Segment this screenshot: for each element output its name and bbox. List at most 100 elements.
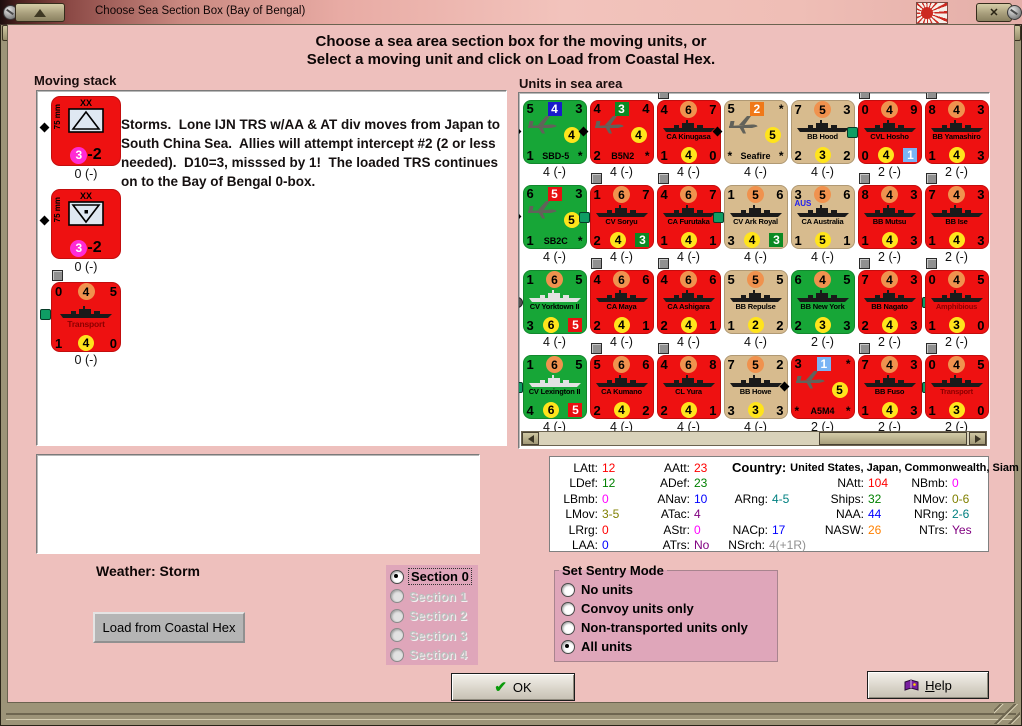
sea-area-unit-cell: 5 5 5 BB Repulse 1 2 2 4 (-) <box>722 268 789 353</box>
counter-top-row: 3 1 * <box>794 356 851 371</box>
stack-count-label: 0 (-) <box>74 167 98 181</box>
load-from-coastal-hex-button[interactable]: Load from Coastal Hex <box>93 612 245 643</box>
horizontal-scrollbar[interactable] <box>521 431 987 446</box>
value-badge-yellow-circle: 3 <box>948 402 965 418</box>
triangle-up-icon <box>34 8 46 17</box>
unit-counter-seafire[interactable]: 5 2 * 5 * Seafire * <box>712 100 788 164</box>
unit-size-label: XX <box>79 191 92 201</box>
value-badge-yellow-circle: 4 <box>881 232 898 248</box>
unit-counter-cv-ark-royal[interactable]: 1 5 6 CV Ark Royal 3 4 3 <box>712 185 788 249</box>
green-dot-left-marker <box>40 309 51 320</box>
unit-counter-ca-australia[interactable]: 3 5 6 AUS CA Australia 1 5 1 <box>790 185 855 249</box>
stack-count-label: 4 (-) <box>811 250 834 264</box>
gray-square-top-marker <box>590 173 602 184</box>
unit-name-label: BB Ise <box>945 217 968 226</box>
scroll-left-button[interactable] <box>522 432 539 445</box>
value-badge-yellow-circle: 4 <box>563 127 580 143</box>
diamond-left-marker <box>39 122 50 133</box>
unit-counter-bb-yamashiro[interactable]: 8 4 3 BB Yamashiro 1 4 3 <box>924 93 989 164</box>
unit-name-label: CA Kumano <box>601 387 642 396</box>
unit-counter-bb-new-york[interactable]: 6 4 5 BB New York 2 3 3 <box>790 270 855 334</box>
gray-square-top-marker <box>925 173 937 184</box>
value-badge-orange-circle: 6 <box>613 271 630 288</box>
sentry-radio-all-units[interactable]: All units <box>561 637 773 656</box>
stat-nsrch: NSrch: 4(+1R) <box>728 538 806 553</box>
unit-counter-sb2c[interactable]: 6 5 3 5 1 SB2C * <box>519 185 587 249</box>
radio-button-icon <box>561 639 575 654</box>
units-grid: 5 4 3 4 1 SBD-5 * 4 (-) 4 3 4 4 2 B5N2 * 4 (-) 4 6 7 CA Kin… <box>519 93 989 438</box>
unit-counter-transport[interactable]: 0 4 5 Transport 1 4 0 <box>40 270 121 352</box>
unit-counter-aa[interactable]: XX 75 mm 3 -2 <box>39 96 121 166</box>
value-badge-yellow-circle: 6 <box>543 317 560 333</box>
unit-counter-transport[interactable]: 0 4 5 Transport 1 3 0 <box>924 343 989 419</box>
value-badge-yellow-circle: 4 <box>78 335 94 351</box>
unit-counter-ca-furutaka[interactable]: 4 6 7 CA Furutaka 1 4 1 <box>656 173 721 249</box>
unit-counter-cv-soryu[interactable]: 1 6 7 CV Soryu 2 4 3 <box>578 173 654 249</box>
stack-count-label: 4 (-) <box>610 165 633 179</box>
unit-counter-sbd-5[interactable]: 5 4 3 4 1 SBD-5 * <box>519 100 587 164</box>
value-badge-yellow-circle: 4 <box>948 232 965 248</box>
unit-counter-ca-kumano[interactable]: 5 6 6 CA Kumano 2 4 2 <box>589 343 654 419</box>
unit-counter-at[interactable]: XX 75 mm 3 -2 <box>39 189 121 259</box>
unit-counter-b5n2[interactable]: 4 3 4 4 2 B5N2 * <box>578 100 654 164</box>
rollup-button[interactable] <box>15 3 65 22</box>
unit-counter-cl-yura[interactable]: 4 6 8 CL Yura 2 4 1 <box>656 343 721 419</box>
gray-square-top-marker <box>590 343 602 354</box>
title-bar[interactable]: Choose Sea Section Box (Bay of Bengal) <box>0 0 1022 25</box>
stat-aatt: AAtt: 23 <box>663 460 708 475</box>
unit-counter-bb-hood[interactable]: 7 5 3 BB Hood 2 3 2 <box>790 100 855 164</box>
stat-ldef: LDef: 12 <box>569 476 616 491</box>
ship-icon <box>791 120 855 138</box>
value-badge-yellow-circle: 4 <box>613 317 630 333</box>
unit-counter-ca-ashigara[interactable]: 4 6 6 CA Ashigara 2 4 1 <box>656 258 721 334</box>
scroll-right-button[interactable] <box>969 432 986 445</box>
help-button[interactable]: Help <box>867 671 989 699</box>
unit-counter-bb-ise[interactable]: 7 4 3 BB Ise 1 4 3 <box>924 173 989 249</box>
unit-counter-cvl-hosho[interactable]: 0 4 9 CVL Hosho 0 4 1 <box>846 93 922 164</box>
sentry-radio-no-units[interactable]: No units <box>561 580 773 599</box>
unit-counter-ca-maya[interactable]: 4 6 6 CA Maya 2 4 1 <box>589 258 654 334</box>
value-badge-yellow-circle: 4 <box>613 402 630 418</box>
unit-counter-bb-fuso[interactable]: 7 4 3 BB Fuso 1 4 3 <box>857 343 933 419</box>
unit-counter-cv-yorktown-ii[interactable]: 1 6 5 CV Yorktown II 3 6 5 <box>519 270 587 334</box>
unit-counter-amphibious[interactable]: 0 4 5 Amphibious 1 3 0 <box>924 258 989 334</box>
instruction-line-2: Select a moving unit and click on Load f… <box>306 51 716 68</box>
unit-counter-bb-howe[interactable]: 7 5 2 BB Howe 3 3 3 <box>723 355 788 419</box>
sea-area-unit-cell: 6 4 5 BB New York 2 3 3 2 (-) <box>789 268 856 353</box>
value-badge-orange-circle: 4 <box>77 283 95 300</box>
unit-counter-a5m4[interactable]: 3 1 * 5 * A5M4 * <box>779 355 855 419</box>
diamond-left-marker <box>39 215 50 226</box>
counter-bottom-row: * Seafire * <box>727 149 784 163</box>
scrollbar-thumb[interactable] <box>818 432 968 445</box>
stats-grid: Country: United States, Japan, Commonweal… <box>550 457 1018 553</box>
value-badge-orange-circle: 6 <box>680 271 697 288</box>
sentry-radio-convoy-units-only[interactable]: Convoy units only <box>561 599 773 618</box>
unit-name-label: CA Ashigara <box>667 302 710 311</box>
stat-nacp: NACp: 17 <box>732 522 786 537</box>
sea-area-unit-cell: 7 5 2 BB Howe 3 3 3 4 (-) <box>722 353 789 438</box>
ship-icon <box>590 290 654 308</box>
ok-button[interactable]: ✔ OK <box>451 673 575 701</box>
unit-counter-cv-lexington-ii[interactable]: 1 6 5 CV Lexington II 4 6 5 <box>519 355 587 419</box>
unit-counter-bb-mutsu[interactable]: 8 4 3 BB Mutsu 1 4 3 <box>857 173 922 249</box>
section-radio-0[interactable]: Section 0 <box>390 567 478 587</box>
unit-counter-ca-kinugasa[interactable]: 4 6 7 CA Kinugasa 1 4 0 <box>656 93 721 164</box>
unit-name-label: CA Maya <box>606 302 637 311</box>
unit-name-label: CA Furutaka <box>667 217 710 226</box>
unit-name-label: CA Australia <box>801 217 844 226</box>
sentry-radio-non-transported-units-only[interactable]: Non-transported units only <box>561 618 773 637</box>
unit-counter-bb-repulse[interactable]: 5 5 5 BB Repulse 1 2 2 <box>723 270 788 334</box>
sea-area-panel: 5 4 3 4 1 SBD-5 * 4 (-) 4 3 4 4 2 B5N2 * 4 (-) 4 6 7 CA Kin… <box>518 92 990 449</box>
resize-grip[interactable] <box>994 704 1020 724</box>
value-badge-yellow-circle: 4 <box>680 402 697 418</box>
unit-counter-bb-nagato[interactable]: 7 4 3 BB Nagato 2 4 3 <box>857 258 933 334</box>
